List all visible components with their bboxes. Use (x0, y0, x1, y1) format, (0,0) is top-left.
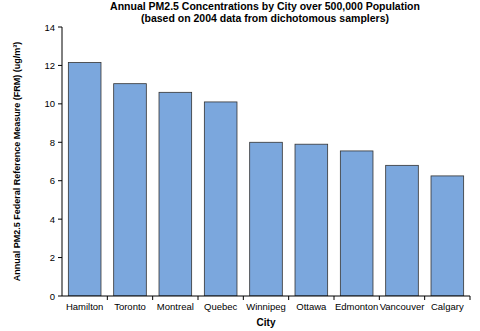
y-axis (62, 27, 63, 296)
x-tick (470, 296, 471, 300)
y-tick (58, 65, 62, 66)
x-tick-label: Edmonton (335, 301, 378, 312)
bar (250, 142, 283, 296)
x-tick-label: Quebec (204, 301, 238, 312)
x-tick (334, 296, 335, 300)
y-tick-label: 14 (44, 22, 55, 33)
x-tick (107, 296, 108, 300)
chart-container: Annual PM2.5 Concentrations by City over… (0, 0, 480, 331)
bar (114, 84, 147, 296)
y-tick-label: 2 (50, 252, 55, 263)
x-tick (198, 296, 199, 300)
bar (159, 92, 192, 296)
y-axis-label: Annual PM2.5 Federal Reference Measure (… (12, 42, 22, 282)
bar (431, 176, 464, 296)
bar (386, 165, 419, 296)
x-tick-label: Ottawa (296, 301, 327, 312)
x-tick-label: Hamilton (66, 301, 104, 312)
chart: Annual PM2.5 Concentrations by City over… (0, 0, 480, 331)
x-tick (152, 296, 153, 300)
x-axis-label: City (257, 317, 276, 328)
y-tick (58, 27, 62, 28)
x-tick-label: Winnipeg (246, 301, 286, 312)
y-tick-label: 10 (44, 98, 55, 109)
bars (68, 63, 463, 296)
y-tick (58, 296, 62, 297)
title: Annual PM2.5 Concentrations by City over… (110, 0, 420, 12)
y-tick (58, 257, 62, 258)
x-tick (379, 296, 380, 300)
y-tick-label: 6 (50, 175, 55, 186)
x-axis (62, 296, 470, 297)
x-tick-label: Montreal (157, 301, 194, 312)
x-tick-label: Toronto (114, 301, 146, 312)
bar (340, 151, 373, 296)
bar (295, 144, 328, 296)
y-tick (58, 219, 62, 220)
x-tick (424, 296, 425, 300)
y-tick (58, 180, 62, 181)
subtitle: (based on 2004 data from dichotomous sam… (141, 12, 389, 24)
y-tick-label: 8 (50, 137, 55, 148)
x-tick-label: Vancouver (380, 301, 425, 312)
y-tick (58, 142, 62, 143)
y-tick-label: 0 (50, 291, 55, 302)
bar (204, 102, 237, 296)
x-tick (243, 296, 244, 300)
x-tick (288, 296, 289, 300)
y-tick-label: 4 (50, 214, 55, 225)
y-tick-label: 12 (44, 60, 55, 71)
y-tick (58, 103, 62, 104)
bar (68, 63, 101, 296)
x-tick-label: Calgary (431, 301, 464, 312)
